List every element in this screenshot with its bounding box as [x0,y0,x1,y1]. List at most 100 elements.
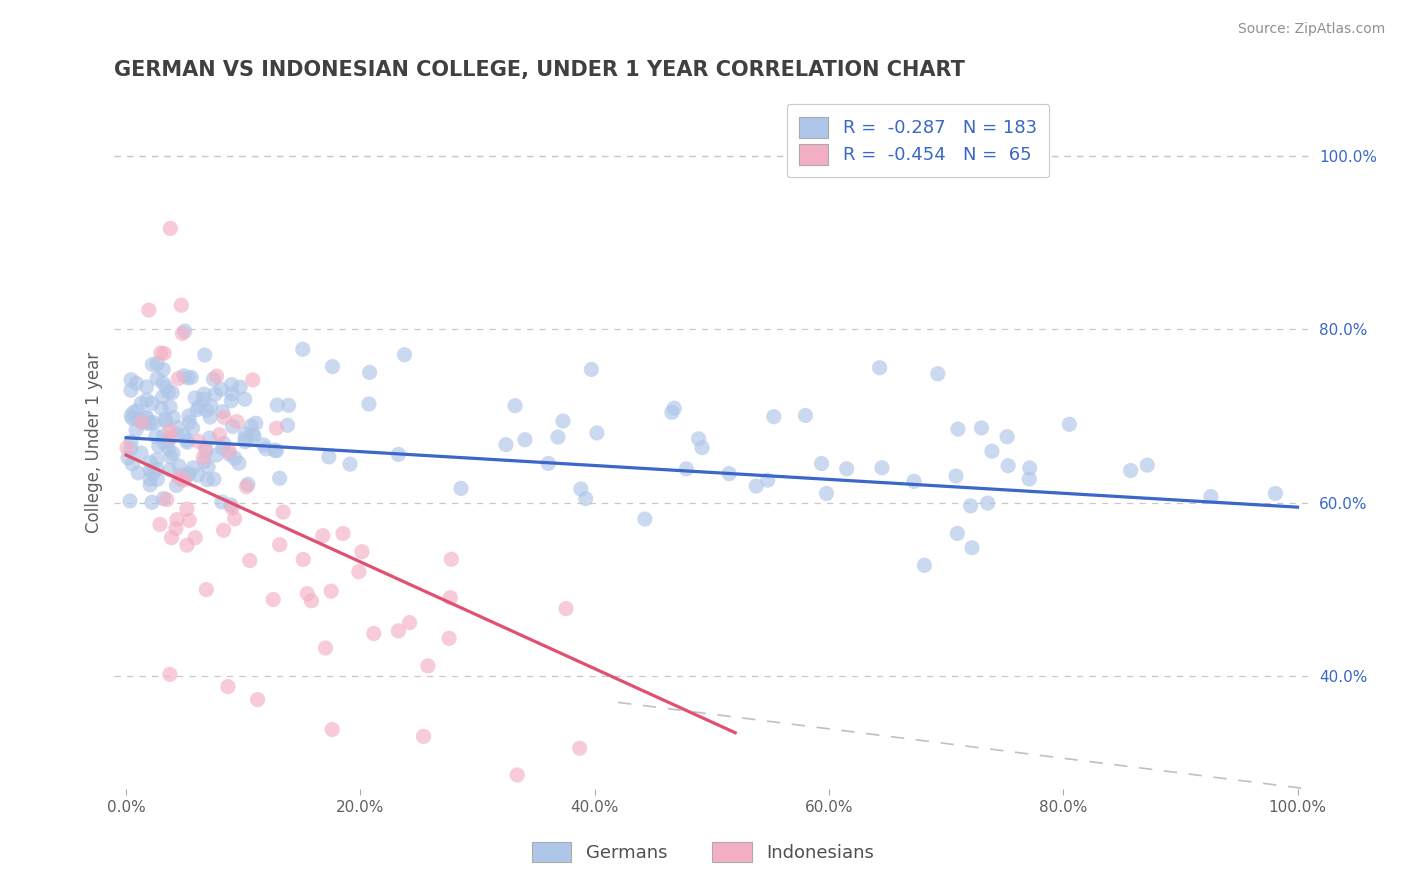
Point [398,615,420,630]
Point [139,464,162,478]
Point [675,462,697,476]
Point [661,405,683,419]
Point [321,584,343,599]
Point [200,400,222,414]
Point [235,480,257,494]
Point [180,370,202,384]
Point [193,387,215,401]
Point [148,439,170,453]
Point [586,425,609,440]
Point [359,366,381,380]
Point [205,369,228,384]
Point [118,494,141,508]
Point [209,382,232,396]
Point [233,434,256,449]
Point [135,410,157,425]
Point [269,538,291,552]
Point [120,442,142,456]
Point [155,412,177,426]
Point [152,376,174,390]
Point [139,455,162,469]
Point [115,441,138,455]
Point [145,452,167,467]
Point [575,491,598,506]
Point [211,405,233,419]
Point [167,471,190,485]
Point [297,587,319,601]
Point [271,505,294,519]
Point [195,582,218,597]
Point [233,432,256,446]
Point [125,403,148,417]
Point [718,467,741,481]
Point [135,380,157,394]
Point [1018,461,1040,475]
Point [228,456,250,470]
Point [357,397,380,411]
Point [239,553,262,567]
Point [146,462,169,476]
Point [120,373,142,387]
Point [664,401,686,416]
Point [159,667,181,681]
Point [159,400,181,414]
Point [193,454,215,468]
Point [262,592,284,607]
Point [159,424,181,438]
Point [195,473,218,487]
Point [218,444,240,458]
Point [211,495,233,509]
Point [122,406,145,420]
Point [332,526,354,541]
Point [173,368,195,383]
Point [198,410,221,425]
Point [176,538,198,552]
Point [173,428,195,442]
Point [173,473,195,487]
Point [870,460,893,475]
Point [139,477,162,491]
Point [146,357,169,371]
Point [245,416,267,430]
Point [970,421,993,435]
Point [187,434,209,449]
Point [198,431,221,445]
Point [165,478,187,492]
Point [551,414,574,428]
Point [1199,490,1222,504]
Point [162,446,184,460]
Point [125,412,148,426]
Point [195,444,218,458]
Point [157,385,180,400]
Point [165,522,187,536]
Point [242,427,264,442]
Point [141,396,163,410]
Point [131,396,153,410]
Point [150,401,173,416]
Point [277,418,299,433]
Point [142,466,165,480]
Point [117,450,139,465]
Point [299,594,322,608]
Point [756,473,779,487]
Point [912,558,935,573]
Point [387,624,409,638]
Point [179,415,201,429]
Point [835,462,858,476]
Point [141,495,163,509]
Point [291,343,314,357]
Point [131,415,153,429]
Point [172,326,194,341]
Point [211,441,233,455]
Point [221,500,243,515]
Point [253,438,276,452]
Point [167,420,190,434]
Point [167,458,190,473]
Point [569,482,592,496]
Point [506,768,529,782]
Point [181,421,204,435]
Point [959,499,981,513]
Point [166,427,188,442]
Point [225,415,247,429]
Point [810,457,832,471]
